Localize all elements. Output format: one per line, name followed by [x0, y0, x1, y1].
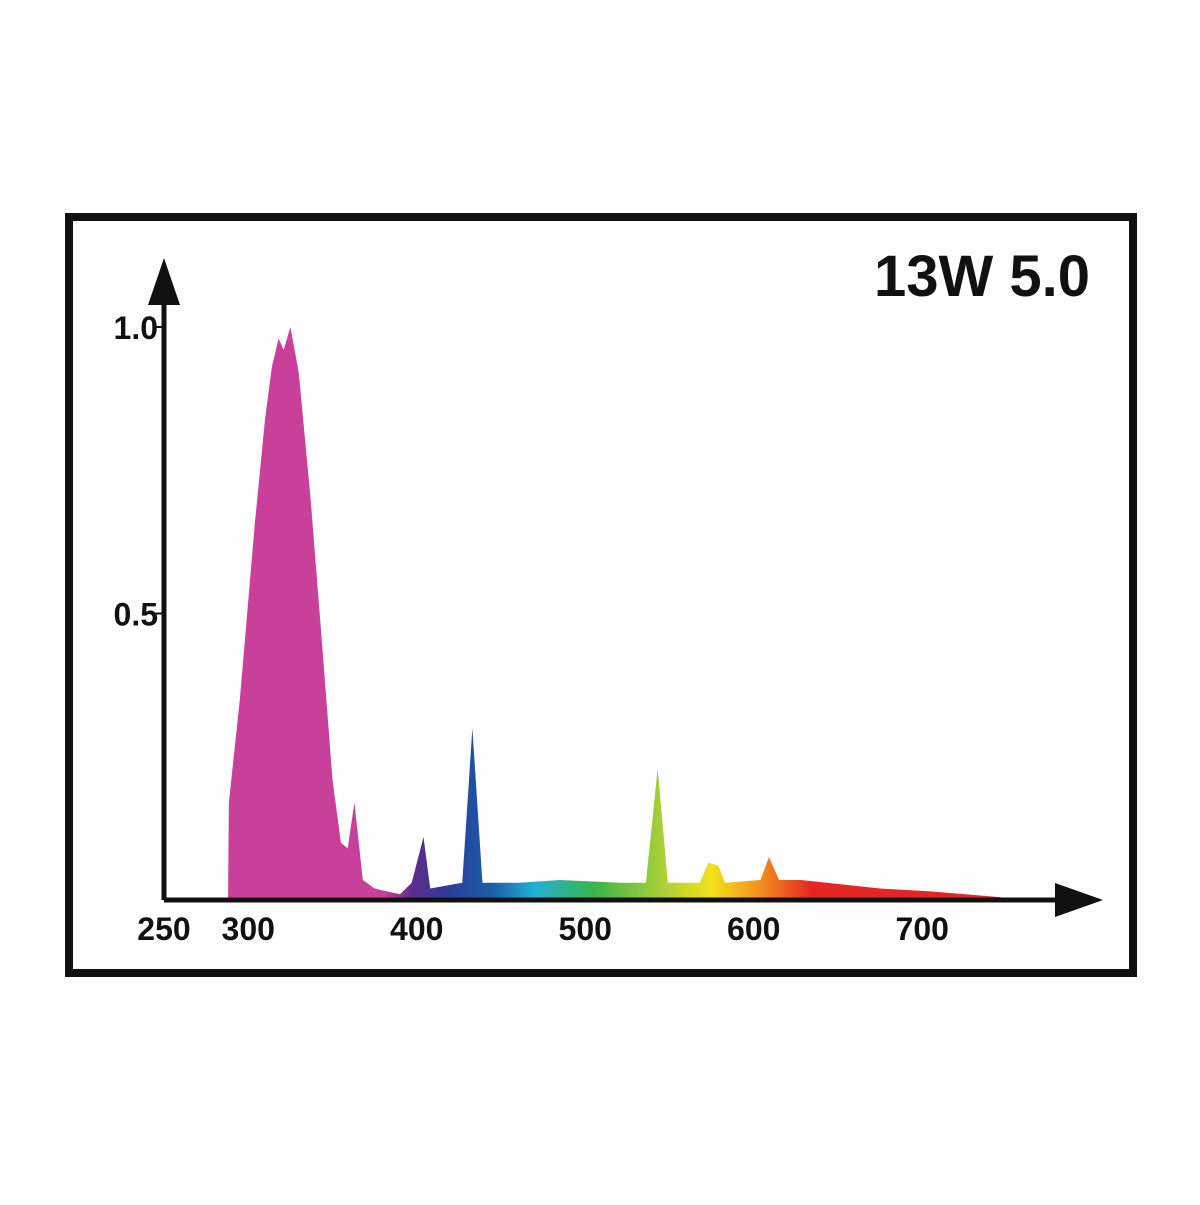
x-tick-label: 300 [222, 911, 275, 947]
x-tick-label: 250 [137, 911, 190, 947]
chart-title: 13W 5.0 [874, 244, 1090, 309]
x-tick-label: 400 [390, 911, 443, 947]
x-tick-label: 500 [559, 911, 612, 947]
x-axis-arrow [1055, 883, 1103, 917]
y-axis-arrow [148, 258, 180, 305]
y-tick-label: 1.0 [114, 310, 158, 346]
x-tick-label: 600 [727, 911, 780, 947]
x-tick-label: 700 [896, 911, 949, 947]
spectrum-area [228, 327, 1020, 900]
y-tick-label: 0.5 [114, 597, 158, 633]
